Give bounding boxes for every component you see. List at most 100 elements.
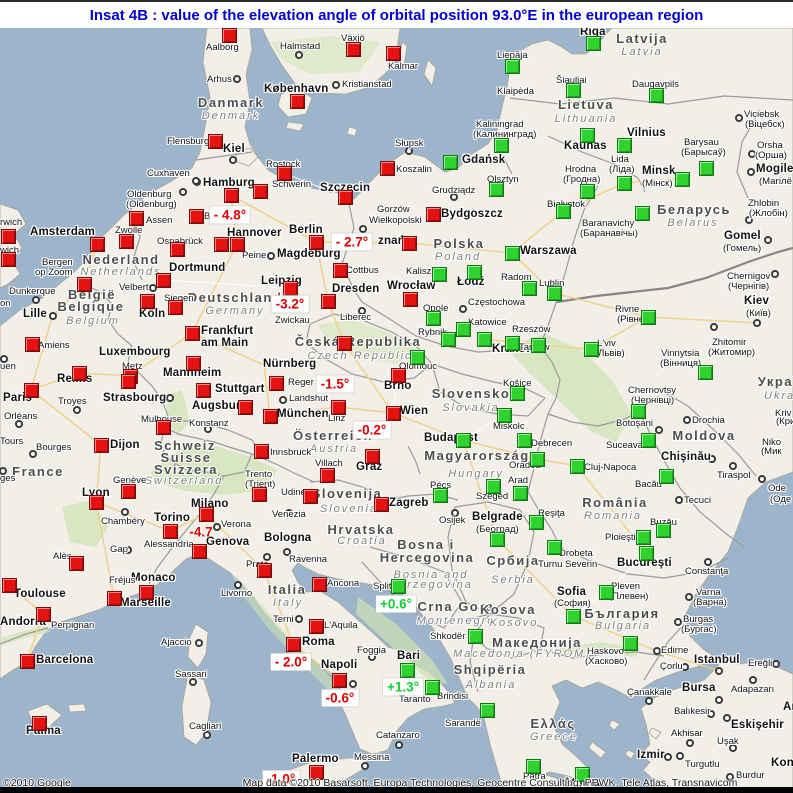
kaunas-marker[interactable] (580, 128, 595, 143)
torino-marker[interactable] (163, 524, 178, 539)
gen-ve-marker[interactable] (121, 484, 136, 499)
m-nchen-marker[interactable] (263, 409, 278, 424)
sarand-marker[interactable] (480, 703, 495, 718)
assen-marker[interactable] (129, 211, 144, 226)
bydgoszcz-marker[interactable] (426, 207, 441, 222)
krak-w-marker[interactable] (477, 332, 492, 347)
dortmund-marker[interactable] (156, 273, 171, 288)
flensburg-marker[interactable] (208, 134, 223, 149)
drobeta-marker[interactable] (547, 540, 562, 555)
r-ga-marker[interactable] (586, 36, 601, 51)
pleven-marker[interactable] (599, 585, 614, 600)
frankfurt-marker[interactable] (185, 326, 200, 341)
brindisi-marker[interactable] (425, 680, 440, 695)
shkod-r-marker[interactable] (468, 629, 483, 644)
zna-marker[interactable] (402, 236, 417, 251)
rwich-marker[interactable] (1, 229, 16, 244)
bari-marker[interactable] (400, 663, 415, 678)
re-i-a-marker[interactable] (529, 515, 544, 530)
milano-marker[interactable] (199, 507, 214, 522)
l-aquila-marker[interactable] (309, 619, 324, 634)
palma-marker[interactable] (32, 716, 47, 731)
haskovo-marker[interactable] (623, 636, 638, 651)
aalborg-marker[interactable] (222, 28, 237, 43)
roma-marker[interactable] (286, 637, 301, 652)
szeged-marker[interactable] (486, 479, 501, 494)
buz-u-marker[interactable] (656, 523, 671, 538)
stuttgart-marker[interactable] (196, 383, 211, 398)
rzesz-w-marker[interactable] (531, 338, 546, 353)
rivne-marker[interactable] (641, 310, 656, 325)
l-viv-marker[interactable] (584, 342, 599, 357)
rybnik-marker[interactable] (441, 332, 456, 347)
arad-marker[interactable] (513, 486, 528, 501)
chernovtsy-marker[interactable] (631, 404, 646, 419)
toulouse-marker[interactable] (2, 578, 17, 593)
k-benhavn-marker[interactable] (290, 94, 305, 109)
zagreb-marker[interactable] (374, 497, 389, 512)
split-marker[interactable] (391, 579, 406, 594)
lublin-marker[interactable] (547, 286, 562, 301)
vilnius-marker[interactable] (617, 138, 632, 153)
leipzig-marker[interactable] (283, 281, 298, 296)
barysau-marker[interactable] (699, 161, 714, 176)
minsk-marker[interactable] (675, 172, 690, 187)
olsztyn-marker[interactable] (489, 182, 504, 197)
linz-marker[interactable] (331, 400, 346, 415)
city-marker[interactable] (257, 563, 272, 578)
strasbourg-marker[interactable] (121, 374, 136, 389)
reims-marker[interactable] (72, 366, 87, 381)
genova-marker[interactable] (192, 544, 207, 559)
l-beck-marker[interactable] (253, 184, 268, 199)
lida-marker[interactable] (617, 176, 632, 191)
koszalin-marker[interactable] (380, 161, 395, 176)
graz-marker[interactable] (365, 449, 380, 464)
innsbruck-marker[interactable] (254, 444, 269, 459)
katowice-marker[interactable] (456, 322, 471, 337)
barcelona-marker[interactable] (20, 654, 35, 669)
berlin-marker[interactable] (309, 235, 324, 250)
hamburg-marker[interactable] (224, 188, 239, 203)
bucure-ti-marker[interactable] (639, 546, 654, 561)
athina-marker[interactable] (575, 767, 590, 782)
augsburg-marker[interactable] (238, 400, 253, 415)
gda-sk-marker[interactable] (443, 155, 458, 170)
belgrade-marker[interactable] (490, 532, 505, 547)
reger-marker[interactable] (269, 376, 284, 391)
paris-marker[interactable] (24, 383, 39, 398)
debrecen-marker[interactable] (517, 433, 532, 448)
baranavichy-marker[interactable] (635, 206, 650, 221)
kaliningrad-marker[interactable] (494, 138, 509, 153)
ancona-marker[interactable] (312, 577, 327, 592)
bia-ystok-marker[interactable] (556, 204, 571, 219)
amiens-marker[interactable] (25, 337, 40, 352)
bac-u-marker[interactable] (659, 469, 674, 484)
wien-marker[interactable] (386, 406, 401, 421)
city-marker[interactable] (77, 277, 92, 292)
b-marker[interactable] (189, 209, 204, 224)
lyon-marker[interactable] (89, 495, 104, 510)
dresden-marker[interactable] (321, 294, 336, 309)
osnabr-ck-marker[interactable] (170, 242, 185, 257)
monaco-marker[interactable] (139, 585, 154, 600)
sofia-marker[interactable] (566, 609, 581, 624)
ploie-ti-marker[interactable] (636, 530, 651, 545)
patra-marker[interactable] (526, 759, 541, 774)
oradea-marker[interactable] (530, 452, 545, 467)
dijon-marker[interactable] (94, 438, 109, 453)
daugavpils-marker[interactable] (649, 88, 664, 103)
szczecin-marker[interactable] (338, 190, 353, 205)
kalisz-marker[interactable] (432, 267, 447, 282)
hannover-marker[interactable] (230, 237, 245, 252)
rostock-marker[interactable] (277, 166, 292, 181)
liep-ja-marker[interactable] (505, 59, 520, 74)
villach-marker[interactable] (320, 468, 335, 483)
ko-ice-marker[interactable] (510, 386, 525, 401)
olomouc-marker[interactable] (410, 350, 425, 365)
al-s-marker[interactable] (69, 556, 84, 571)
udine-marker[interactable] (303, 489, 318, 504)
trento-marker[interactable] (252, 487, 267, 502)
k-ln-marker[interactable] (140, 294, 155, 309)
wroc-aw-marker[interactable] (403, 292, 418, 307)
v-xj-marker[interactable] (346, 42, 361, 57)
